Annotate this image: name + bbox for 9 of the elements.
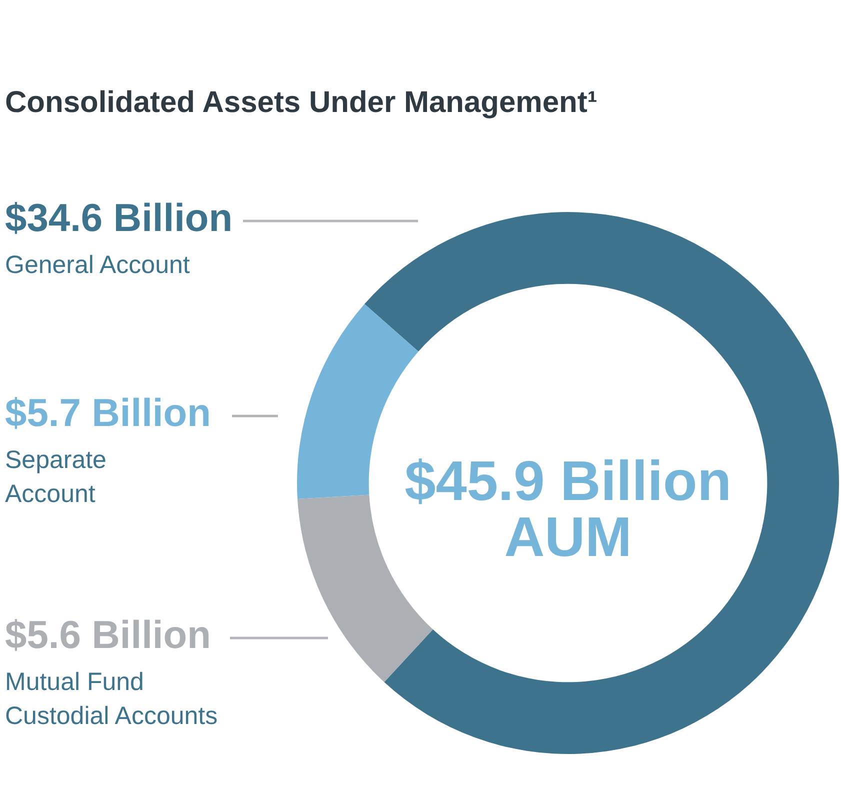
chart-title: Consolidated Assets Under Management¹ xyxy=(5,86,598,119)
text: $45.9 Billion AUM xyxy=(404,449,732,568)
donut-slice xyxy=(364,212,839,754)
slice-label: General Account xyxy=(5,251,190,279)
slice-label: Mutual Fund Custodial Accounts xyxy=(5,668,218,730)
data-label: $34.6 Billion xyxy=(5,197,233,240)
data-label: $5.6 Billion xyxy=(5,614,211,657)
slice-label: Separate Account xyxy=(5,446,106,508)
data-label: $5.7 Billion xyxy=(5,392,211,435)
